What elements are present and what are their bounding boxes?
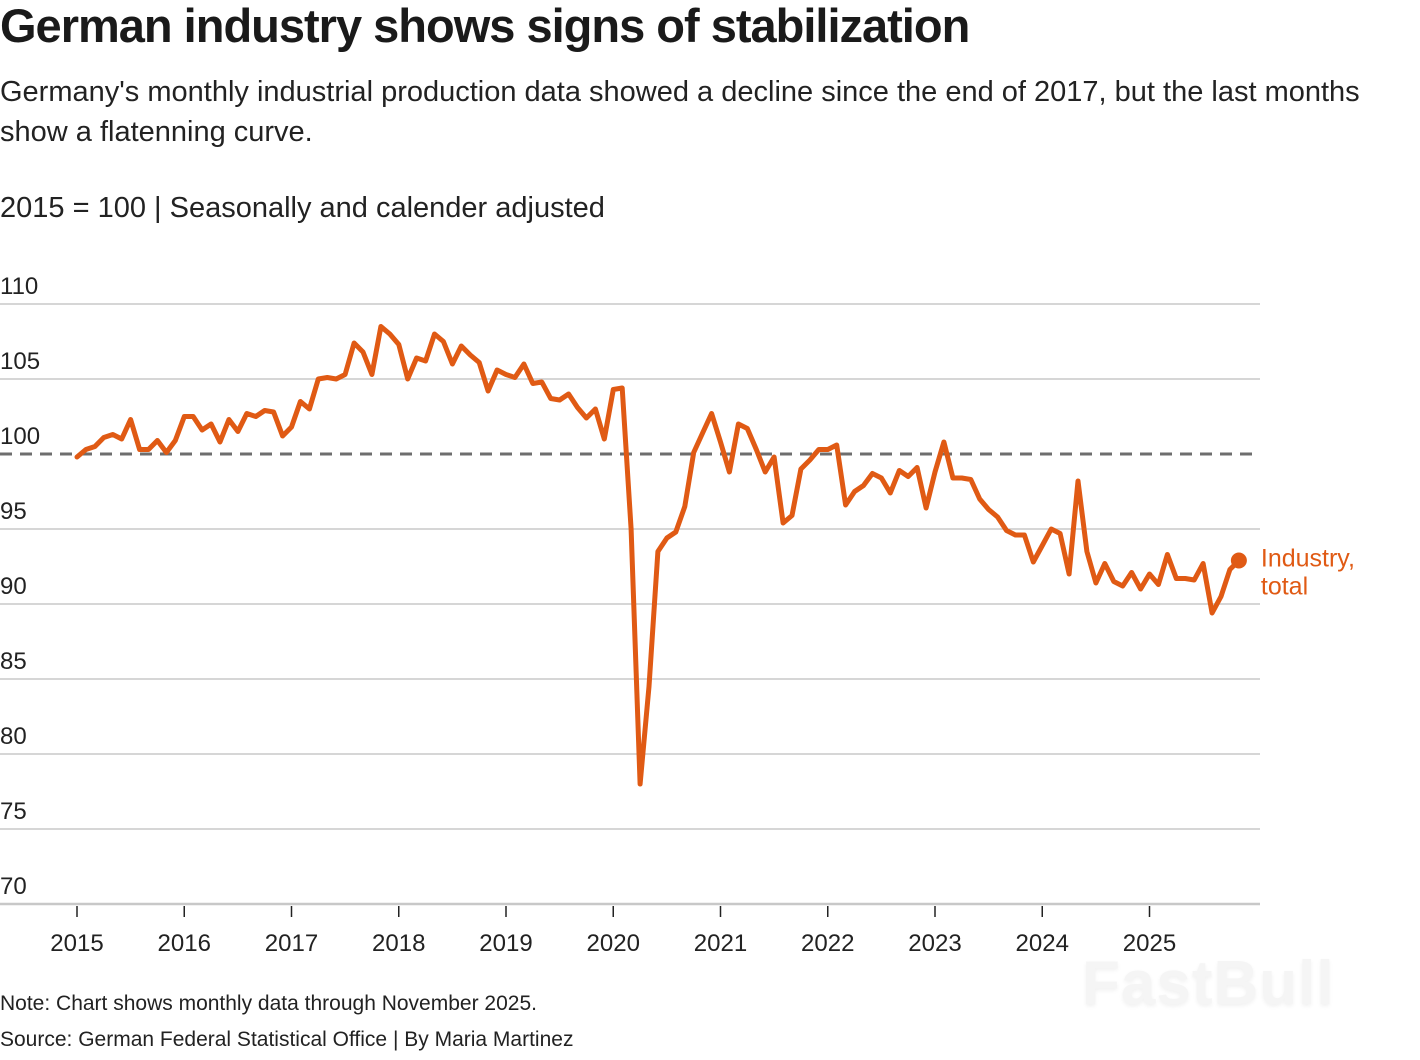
x-tick-label: 2022 [801, 930, 854, 957]
y-tick-label: 80 [0, 723, 27, 750]
y-tick-label: 90 [0, 573, 27, 600]
x-tick-label: 2020 [587, 930, 640, 957]
y-tick-label: 75 [0, 798, 27, 825]
x-axis: 2015 2016 2017 2018 2019 2020 2021 2022 2023 2024… [50, 906, 1176, 957]
chart-source: Source: German Federal Statistical Offic… [0, 1028, 574, 1051]
y-axis-ticks: 110 105 100 95 90 85 80 75 70 [0, 273, 40, 900]
chart-subtitle: Germany's monthly industrial production … [0, 76, 1360, 148]
chart-note: Note: Chart shows monthly data through N… [0, 992, 537, 1015]
series-endpoint-marker [1230, 552, 1247, 569]
watermark-logo: FastBull [1082, 949, 1335, 1018]
x-tick-label: 2025 [1123, 930, 1176, 957]
unit-note: 2015 = 100 | Seasonally and calender adj… [0, 192, 605, 224]
x-tick-label: 2016 [158, 930, 211, 957]
y-tick-label: 85 [0, 648, 27, 675]
series-group: Industry, total [74, 324, 1355, 787]
x-tick-label: 2015 [50, 930, 103, 957]
x-tick-label: 2019 [479, 930, 532, 957]
chart-title: German industry shows signs of stabiliza… [0, 0, 970, 52]
series-label-line: Industry, [1261, 545, 1355, 573]
series-label-line: total [1261, 573, 1308, 601]
y-tick-label: 100 [0, 423, 40, 450]
series-line-industry-total [74, 324, 1242, 787]
x-tick-label: 2018 [372, 930, 425, 957]
series-label: Industry, total [1261, 545, 1355, 601]
x-tick-label: 2024 [1016, 930, 1069, 957]
y-tick-label: 105 [0, 348, 40, 375]
y-tick-label: 95 [0, 498, 27, 525]
x-tick-label: 2023 [908, 930, 961, 957]
x-tick-label: 2017 [265, 930, 318, 957]
y-tick-label: 70 [0, 873, 27, 900]
x-tick-label: 2021 [694, 930, 747, 957]
y-tick-label: 110 [0, 273, 38, 300]
gridlines [0, 303, 1260, 906]
